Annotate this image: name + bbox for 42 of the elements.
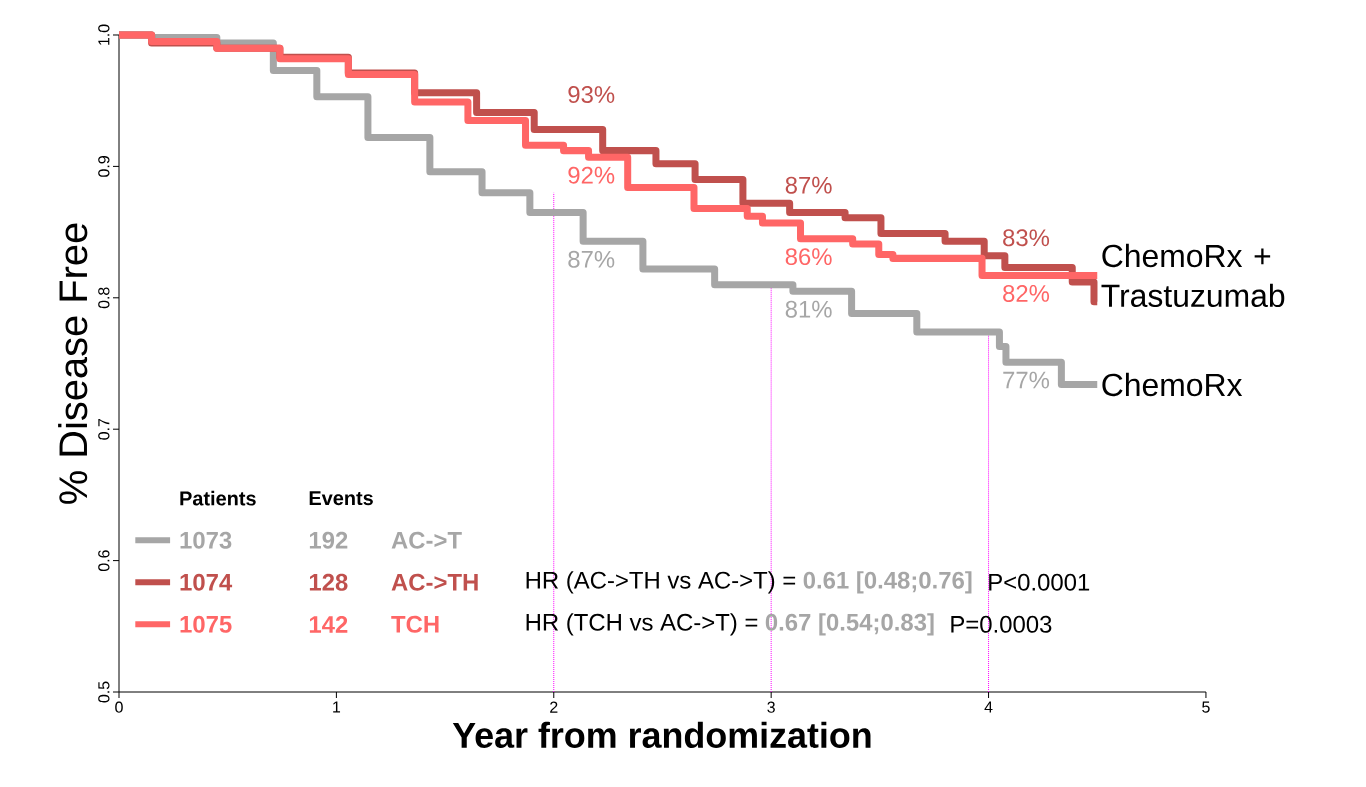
y-tick-label: 0.9 [98, 156, 110, 177]
annotation: 82% [1003, 284, 1050, 302]
annotation: Events [309, 491, 373, 506]
annotation: 192 [309, 531, 348, 549]
y-tick-label: 0.8 [98, 287, 110, 309]
annotation: P<0.0001 [989, 573, 1090, 591]
y-tick-label: 0.5 [98, 681, 110, 703]
annotation: 92% [568, 166, 615, 184]
text: TCH [391, 615, 439, 633]
annotation: 87% [568, 250, 615, 268]
annotation: ChemoRx [1102, 372, 1243, 397]
annotation: 128 [309, 573, 348, 591]
x-tick-label: 0 [115, 701, 123, 713]
annotation: ChemoRx + Trastuzumab [1101, 243, 1285, 308]
annotation: 81% [785, 300, 832, 318]
annotation: 83% [1003, 229, 1050, 247]
x-axis-title: Year from randomization [452, 721, 871, 748]
annotation: 1074 [180, 573, 233, 591]
annotation: 142 [309, 615, 348, 633]
annotation: 93% [568, 86, 615, 103]
annotation: 1073 [180, 531, 232, 549]
x-tick-label: 2 [550, 701, 558, 713]
text: AC->T [391, 531, 462, 549]
text: AC->TH [391, 573, 478, 591]
annotation: P=0.0003 [951, 615, 1052, 633]
x-tick-label: 4 [984, 701, 993, 713]
y-tick-label: 0.7 [98, 418, 110, 440]
annotation: Patients [180, 490, 256, 506]
x-tick-label: 5 [1202, 701, 1210, 713]
x-tick-label: 1 [333, 701, 341, 713]
x-tick-label: 3 [767, 701, 775, 713]
y-tick-label: 0.6 [98, 550, 110, 572]
annotation: HR (AC->TH vs AC->T) = [526, 571, 796, 594]
y-axis-title: % Disease Free [58, 223, 88, 504]
annotation: 0.61 [0.48;0.76] [803, 571, 972, 594]
y-tick-label: 1.0 [98, 24, 110, 45]
annotation: 77% [1003, 371, 1050, 389]
annotation: 0.67 [0.54;0.83] [765, 613, 934, 636]
annotation: 86% [785, 248, 832, 266]
annotation: 1075 [180, 615, 232, 633]
annotation: 87% [785, 176, 832, 194]
annotation: HR (TCH vs AC->T) = [526, 613, 758, 636]
